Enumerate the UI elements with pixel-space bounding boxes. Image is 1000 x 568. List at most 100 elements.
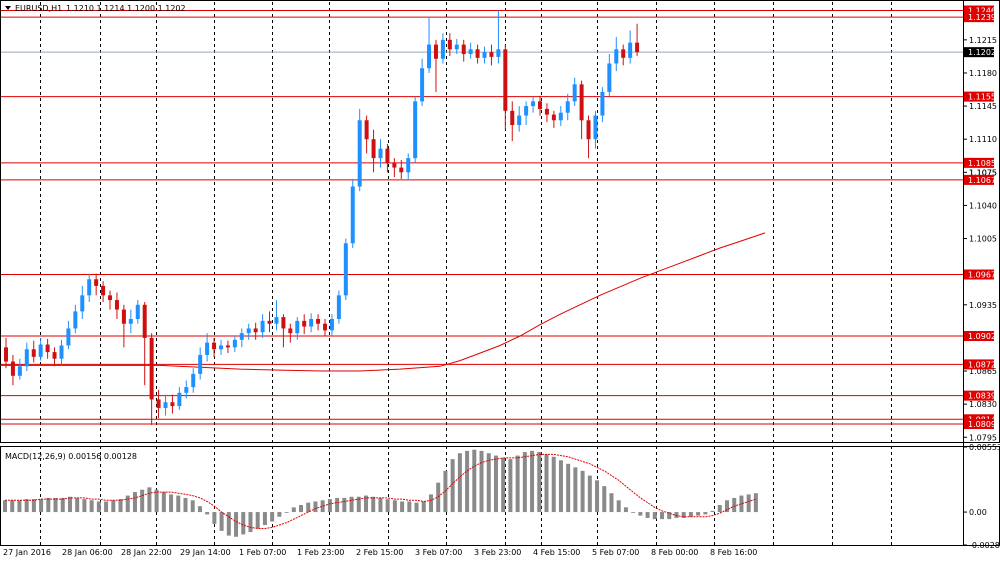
level-price-tag: 1.1155 <box>964 91 996 102</box>
current-tag-label: 1.1202 <box>968 48 996 57</box>
candle-body <box>475 49 480 58</box>
macd-bar <box>190 500 195 513</box>
candle <box>246 323 251 340</box>
macd-bar <box>537 452 542 513</box>
candle <box>101 281 106 302</box>
macd-bar <box>631 512 636 513</box>
macd-bar <box>400 501 405 513</box>
level-tag-bg <box>964 390 994 401</box>
macd-bar <box>226 512 231 536</box>
candle <box>87 273 92 302</box>
macd-bar <box>378 497 383 513</box>
candle <box>149 333 154 425</box>
candle-body <box>343 243 348 296</box>
candle-body <box>10 361 15 376</box>
level-tag-bg <box>964 12 994 23</box>
candle-body <box>440 39 445 59</box>
candle <box>579 80 584 140</box>
candle <box>274 300 279 331</box>
candle-body <box>371 139 376 159</box>
candle <box>406 153 411 179</box>
candle <box>572 77 577 107</box>
macd-bar <box>241 512 246 535</box>
candle <box>177 387 182 410</box>
price-tick-label: 1.0865 <box>969 367 997 376</box>
time-tick-label: 3 Feb 07:00 <box>415 548 462 557</box>
macd-bar <box>313 501 318 513</box>
candle <box>544 103 549 123</box>
candle-body <box>607 63 612 92</box>
candle <box>156 389 161 419</box>
candle <box>135 300 140 324</box>
macd-bar <box>75 497 80 513</box>
level-price-tag: 1.0902 <box>964 331 996 342</box>
candle-body <box>461 44 466 55</box>
macd-bar <box>587 475 592 513</box>
moving-average-line <box>0 232 766 372</box>
macd-bar <box>197 506 202 513</box>
candle-body <box>586 120 591 140</box>
macd-bar <box>472 449 477 513</box>
macd-bar <box>248 512 253 533</box>
macd-bar <box>53 497 58 513</box>
time-tick-label: 2 Feb 15:00 <box>356 548 403 557</box>
moving-average-layer <box>0 232 766 372</box>
candle <box>496 10 501 64</box>
candle-body <box>614 49 619 64</box>
level-tag-label: 1.1067 <box>968 176 996 185</box>
macd-bar <box>595 480 600 513</box>
candle <box>551 110 556 128</box>
candle <box>232 336 237 353</box>
candle-body <box>87 279 92 296</box>
macd-bar <box>392 500 397 513</box>
candle <box>17 358 22 380</box>
macd-bar <box>753 493 758 513</box>
candle-body <box>468 49 473 55</box>
macd-bar <box>82 499 87 513</box>
macd-bar <box>739 495 744 513</box>
price-scale[interactable]: 1.1215 1.1180 1.1145 1.1110 1.1075 1.1040 1.10… <box>963 5 997 443</box>
candle <box>537 95 542 116</box>
macd-bar <box>212 512 217 524</box>
time-scale[interactable]: 27 Jan 2016 28 Jan 06:00 28 Jan 22:00 29 Ja… <box>3 548 757 557</box>
macd-bar <box>450 459 455 513</box>
dropdown-arrow-icon[interactable] <box>5 6 11 10</box>
candle <box>329 314 334 337</box>
macd-bar <box>522 452 527 513</box>
candle-body <box>517 115 522 126</box>
candle-body <box>94 279 99 286</box>
macd-signal-layer <box>5 453 757 529</box>
macd-scale[interactable]: 0.00553 0.00 -0.0028 <box>963 443 1000 550</box>
macd-bar <box>732 497 737 513</box>
macd-tick-label: -0.0028 <box>969 541 1000 550</box>
candle-body <box>170 402 175 407</box>
horizontal-levels[interactable] <box>1 10 963 425</box>
macd-bar <box>580 470 585 513</box>
candle <box>350 178 355 249</box>
candle-body <box>267 320 272 324</box>
candle-body <box>558 112 563 121</box>
candle-body <box>572 84 577 102</box>
candle <box>253 322 258 340</box>
candle-body <box>433 44 438 59</box>
macd-bar <box>414 502 419 513</box>
candle-body <box>364 120 369 140</box>
candle <box>392 158 397 178</box>
candle <box>447 33 452 56</box>
candle <box>586 115 591 159</box>
macd-bar <box>717 505 722 513</box>
macd-tick-label: 0.00553 <box>969 443 1000 452</box>
macd-bar <box>638 512 643 516</box>
candle-body <box>198 354 203 374</box>
level-price-tag: 1.0809 <box>964 419 996 430</box>
candle-body <box>447 39 452 50</box>
price-tick-label: 1.1075 <box>969 168 997 177</box>
candle-body <box>316 318 321 324</box>
candle <box>468 42 473 59</box>
candle-body <box>281 317 286 329</box>
candle-body <box>191 373 196 388</box>
candle <box>94 273 99 296</box>
time-tick-label: 28 Jan 06:00 <box>62 548 113 557</box>
